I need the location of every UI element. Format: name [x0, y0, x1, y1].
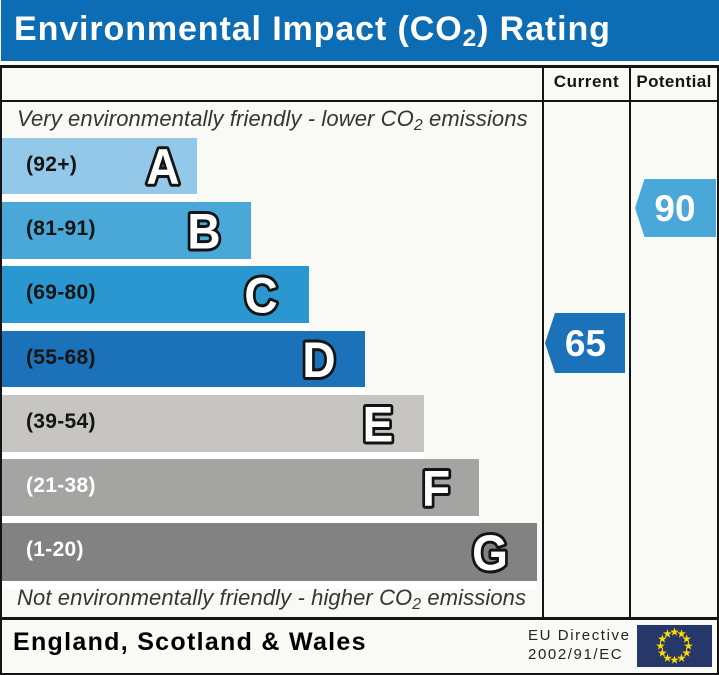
svg-text:C: C: [244, 269, 277, 323]
svg-text:90: 90: [654, 188, 695, 229]
svg-text:F: F: [422, 462, 450, 516]
svg-text:G: G: [472, 526, 508, 581]
svg-text:65: 65: [565, 323, 606, 364]
svg-text:A: A: [146, 140, 179, 194]
svg-text:D: D: [302, 333, 335, 387]
svg-text:B: B: [187, 205, 220, 259]
svg-text:E: E: [362, 398, 393, 452]
